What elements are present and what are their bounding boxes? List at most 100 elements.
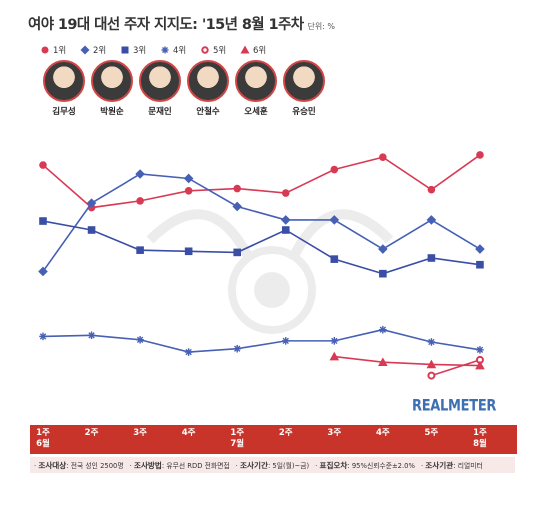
x-tick-label: 3주	[133, 428, 147, 438]
x-tick-label: 4주	[181, 428, 196, 438]
series-line	[431, 359, 481, 377]
candidate-name: 박원순	[100, 107, 124, 117]
legend-item: 5위	[200, 44, 226, 56]
data-point	[183, 173, 194, 184]
portrait-photo	[91, 60, 133, 102]
data-point	[379, 269, 387, 278]
data-point	[427, 371, 436, 380]
survey-note: · 조사방법: 유무선 RDD 전화면접	[129, 460, 230, 470]
survey-note: · 표집오차: 95%신뢰수준±2.0%	[315, 460, 415, 470]
candidate-name: 오세훈	[244, 107, 268, 117]
candidate-portrait: 유승민	[280, 60, 328, 117]
chart-title: 여야 19대 대선 주자 지지도: '15년 8월 1주차 단위: %	[28, 13, 335, 34]
data-point	[475, 244, 485, 254]
data-point	[427, 185, 436, 194]
note-value: 유무선 RDD 전화면접	[166, 461, 230, 470]
x-tick-label: 2주	[278, 428, 293, 438]
portrait-photo	[187, 60, 229, 102]
data-point	[233, 344, 241, 353]
data-point	[329, 351, 340, 361]
data-point	[38, 266, 48, 277]
series-line	[42, 220, 481, 275]
note-key: 조사기간	[239, 460, 268, 470]
data-point	[135, 169, 145, 179]
data-point	[87, 331, 96, 340]
data-point	[330, 255, 339, 263]
candidate-portrait: 김무성	[40, 60, 88, 117]
legend-label: 2위	[93, 46, 107, 56]
portrait-photo	[283, 60, 325, 102]
portrait-photo	[139, 60, 181, 102]
legend-marker	[41, 46, 49, 54]
legend-label: 5위	[213, 46, 227, 56]
note-key: 조사방법	[133, 460, 162, 470]
legend-marker	[240, 45, 250, 54]
x-tick-label: 5주	[424, 428, 439, 438]
data-point	[136, 197, 144, 205]
data-point	[379, 153, 387, 161]
portrait-photo	[235, 60, 277, 102]
unit-label: 단위: %	[307, 22, 336, 31]
x-tick-label: 1주 7월	[230, 428, 245, 449]
note-value: 리얼미터	[457, 461, 483, 470]
legend-label: 3위	[133, 46, 147, 56]
data-point	[280, 215, 291, 225]
data-point	[39, 161, 47, 169]
data-point	[39, 332, 47, 341]
data-point	[233, 248, 241, 257]
candidate-portrait: 박원순	[88, 60, 136, 117]
data-point	[426, 215, 437, 225]
data-point	[87, 226, 96, 234]
data-point	[281, 226, 290, 234]
data-point	[281, 337, 290, 345]
note-key: 표집오차	[319, 460, 348, 470]
data-point	[427, 254, 436, 262]
data-point	[379, 325, 387, 334]
data-point	[184, 348, 193, 356]
data-point	[378, 357, 388, 366]
x-tick-label: 1주 6월	[36, 428, 50, 449]
x-axis-bar: 1주 6월 2주 3주 4주 1주 7월 2주 3주 4주 5주 1주 8월	[30, 425, 517, 454]
legend-item: 2위	[80, 44, 106, 56]
data-point	[330, 337, 339, 345]
data-point	[378, 244, 388, 254]
legend-label: 4위	[173, 46, 187, 56]
legend-item: 6위	[240, 44, 266, 56]
candidate-name: 김무성	[52, 107, 76, 117]
note-value: 5일(월)~금)	[272, 461, 310, 470]
chart-title-text: 여야 19대 대선 주자 지지도: '15년 8월 1주차	[28, 17, 304, 33]
data-point	[136, 335, 144, 344]
x-tick-label: 4주	[375, 428, 390, 438]
data-point	[233, 184, 241, 193]
legend-label: 1위	[53, 46, 67, 56]
data-point	[476, 151, 484, 159]
legend-marker	[161, 46, 169, 54]
candidate-faces: 김무성 박원순 문재인 안철수 오세훈 유승민	[40, 60, 340, 120]
candidate-name: 유승민	[292, 107, 316, 117]
legend-item: 1위	[40, 44, 66, 56]
survey-note: · 조사기관: 리얼미터	[420, 460, 483, 470]
legend-label: 6위	[253, 46, 267, 56]
data-point	[86, 198, 97, 208]
legend: 1위 2위 3위 4위 5위 6위	[40, 44, 340, 56]
data-point	[426, 359, 437, 369]
data-point	[39, 217, 47, 225]
legend-item: 4위	[160, 44, 186, 56]
data-point	[281, 189, 290, 197]
series-line	[334, 355, 480, 367]
note-key: 조사기관	[425, 460, 454, 470]
survey-note: · 조사대상: 전국 성인 2500명	[34, 460, 124, 470]
x-tick-label: 1주 8월	[473, 428, 487, 449]
legend-item: 3위	[120, 44, 146, 56]
data-point	[427, 338, 436, 346]
portrait-photo	[43, 60, 85, 102]
x-tick-label: 2주	[84, 428, 99, 438]
data-point	[476, 346, 484, 354]
x-tick-label: 3주	[327, 428, 342, 438]
data-point	[475, 360, 485, 370]
data-point	[184, 187, 193, 195]
legend-marker	[201, 46, 209, 54]
watermark-emblem	[146, 209, 394, 334]
note-key: 조사대상	[38, 460, 67, 470]
series-line	[42, 173, 481, 272]
